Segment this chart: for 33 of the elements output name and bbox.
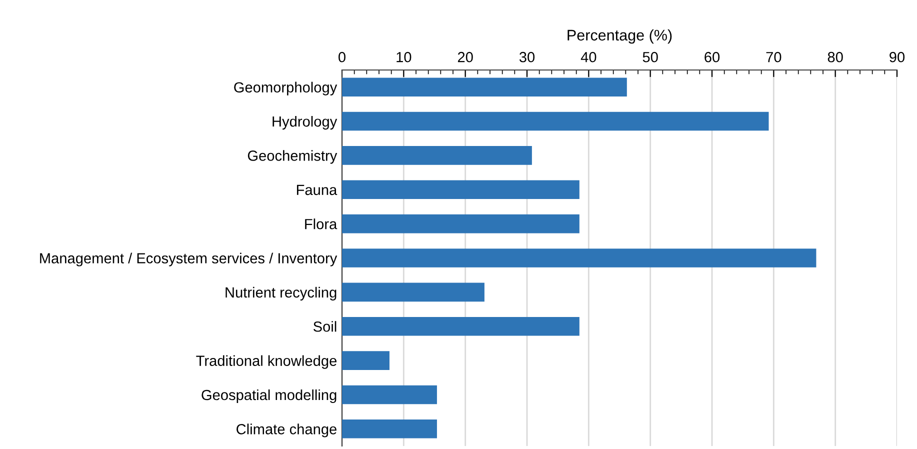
x-tick-label: 70 (766, 52, 782, 62)
bar (342, 214, 580, 234)
x-tick-label: 30 (519, 52, 535, 62)
bar (342, 180, 580, 200)
bar (342, 316, 580, 336)
x-tick-label: 60 (704, 52, 720, 62)
y-tick-label: Geospatial modelling (202, 389, 336, 404)
y-tick-label: Hydrology (272, 116, 338, 130)
y-tick-label: Traditional knowledge (196, 355, 336, 369)
x-tick-label: 80 (828, 52, 843, 62)
bar (342, 420, 437, 438)
x-tick-label: 0 (338, 52, 346, 62)
bar (342, 351, 390, 370)
x-tick-label: 20 (458, 52, 473, 62)
y-tick-label: Flora (305, 218, 338, 230)
x-tick-label: 10 (396, 52, 412, 62)
y-tick-label: Climate change (236, 424, 336, 438)
y-tick-label: Nutrient recycling (226, 286, 336, 300)
y-tick-label: Management / Ecosystem services / Inventory (40, 252, 338, 266)
y-tick-label: Geochemistry (248, 150, 338, 164)
x-tick-label: 50 (642, 52, 658, 62)
x-axis-title: Percentage (%) (568, 29, 672, 44)
bar (342, 112, 769, 131)
y-tick-label: Fauna (296, 184, 338, 196)
y-tick-label: Soil (313, 321, 336, 332)
y-tick-label: Geomorphology (234, 82, 338, 96)
x-tick-label: 40 (580, 52, 596, 62)
bar (342, 146, 532, 165)
bar (342, 78, 627, 96)
x-tick-label: 90 (890, 52, 905, 62)
bar (342, 248, 816, 268)
bar (342, 282, 484, 302)
bar (342, 385, 437, 404)
